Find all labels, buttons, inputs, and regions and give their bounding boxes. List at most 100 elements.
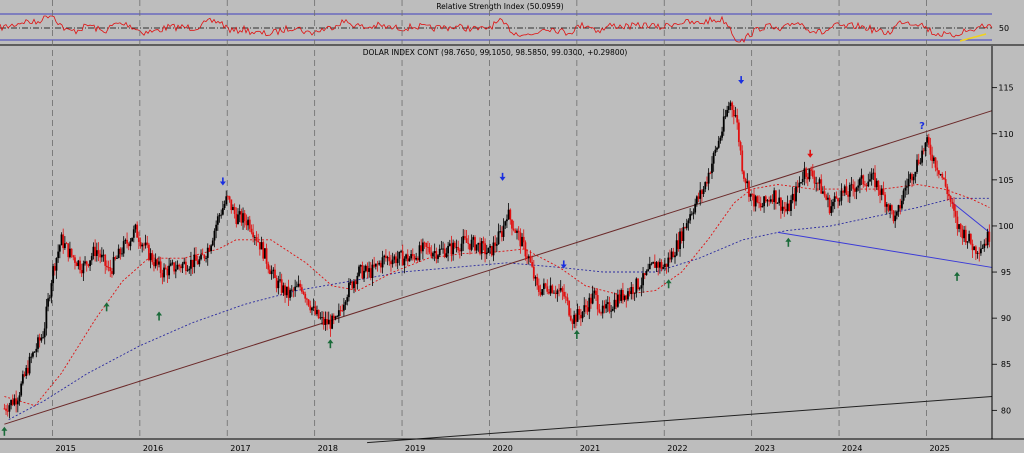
candle-body <box>260 242 263 250</box>
arrow-up-icon <box>954 271 961 276</box>
candle-body <box>937 170 940 175</box>
candle-body <box>716 147 718 150</box>
candle-body <box>660 262 663 269</box>
candle-body <box>768 200 771 202</box>
candle-body <box>704 182 707 190</box>
candle-body <box>151 253 154 263</box>
candle-body <box>981 248 984 249</box>
candle-body <box>156 259 159 265</box>
candle-body <box>200 254 202 260</box>
candle-body <box>198 259 201 265</box>
candle-body <box>628 291 631 294</box>
candle-body <box>242 213 244 223</box>
candle-body <box>637 278 639 289</box>
candle-body <box>421 242 424 252</box>
candle-body <box>452 242 455 255</box>
candle-body <box>598 309 601 313</box>
candle-body <box>353 281 355 289</box>
candle-body <box>411 254 414 257</box>
candle-body <box>652 262 655 264</box>
candle-body <box>665 263 668 267</box>
candle-body <box>494 242 497 246</box>
candle-body <box>18 395 21 402</box>
candle-body <box>425 243 428 247</box>
candle-body <box>544 283 547 287</box>
annotations: ? <box>1 76 961 436</box>
candle-body <box>142 244 145 246</box>
candle-body <box>472 237 475 240</box>
candle-body <box>764 196 767 202</box>
candle-body <box>445 253 448 258</box>
candle-body <box>346 297 349 302</box>
candle-body <box>880 188 883 195</box>
candle-body <box>405 254 407 259</box>
candle-body <box>432 253 434 257</box>
candle-body <box>403 258 406 266</box>
candle-body <box>15 398 18 405</box>
candle-body <box>864 184 866 186</box>
candle-body <box>680 231 683 241</box>
candle-body <box>211 240 214 246</box>
candle-body <box>581 311 584 319</box>
candle-body <box>907 178 910 187</box>
candle-body <box>781 206 784 211</box>
candle-body <box>37 337 39 349</box>
candle-body <box>127 243 130 247</box>
candle-body <box>33 351 36 353</box>
candle-body <box>45 306 48 329</box>
candle-body <box>453 242 456 248</box>
candle-body <box>536 277 539 286</box>
candle-body <box>57 251 60 259</box>
candle-body <box>354 281 357 285</box>
candle-body <box>514 230 517 233</box>
candle-body <box>689 214 692 221</box>
candle-body <box>191 259 194 268</box>
candle-body <box>183 261 186 264</box>
candle-body <box>186 270 189 272</box>
candle-body <box>274 269 276 278</box>
candle-body <box>664 263 666 268</box>
candle-body <box>564 296 567 298</box>
candle-body <box>137 237 140 242</box>
candle-body <box>28 356 31 374</box>
candle-body <box>924 142 927 151</box>
candle-body <box>62 234 65 249</box>
arrow-down-icon <box>219 181 226 186</box>
candle-body <box>371 264 374 278</box>
candle-body <box>901 200 903 209</box>
candle-body <box>263 248 266 259</box>
candle-body <box>166 269 169 276</box>
candle-body <box>373 264 376 267</box>
rsi-line <box>0 15 993 43</box>
candle-body <box>895 211 898 216</box>
arrow-down-icon <box>560 264 567 269</box>
candle-body <box>307 299 310 306</box>
candle-body <box>349 281 352 283</box>
candle-body <box>811 170 814 177</box>
trendline <box>367 396 993 444</box>
candle-body <box>153 262 155 267</box>
candle-body <box>25 367 28 376</box>
arrow-down-icon <box>807 153 814 158</box>
candle-body <box>973 246 976 251</box>
candle-body <box>230 199 233 210</box>
candle-body <box>739 142 742 151</box>
candle-body <box>401 251 404 266</box>
candle-body <box>448 243 451 246</box>
candle-body <box>890 205 893 211</box>
candle-body <box>971 243 974 251</box>
candle-body <box>788 203 791 211</box>
candle-body <box>265 248 268 264</box>
candle-body <box>776 202 779 204</box>
candle-body <box>674 255 676 258</box>
candle-body <box>469 243 471 250</box>
candle-body <box>578 309 581 315</box>
candle-body <box>939 174 942 175</box>
candle-body <box>289 290 292 298</box>
candle-body <box>936 167 939 171</box>
arrow-up-icon <box>103 302 110 307</box>
candle-body <box>958 224 960 229</box>
candle-body <box>709 172 712 174</box>
